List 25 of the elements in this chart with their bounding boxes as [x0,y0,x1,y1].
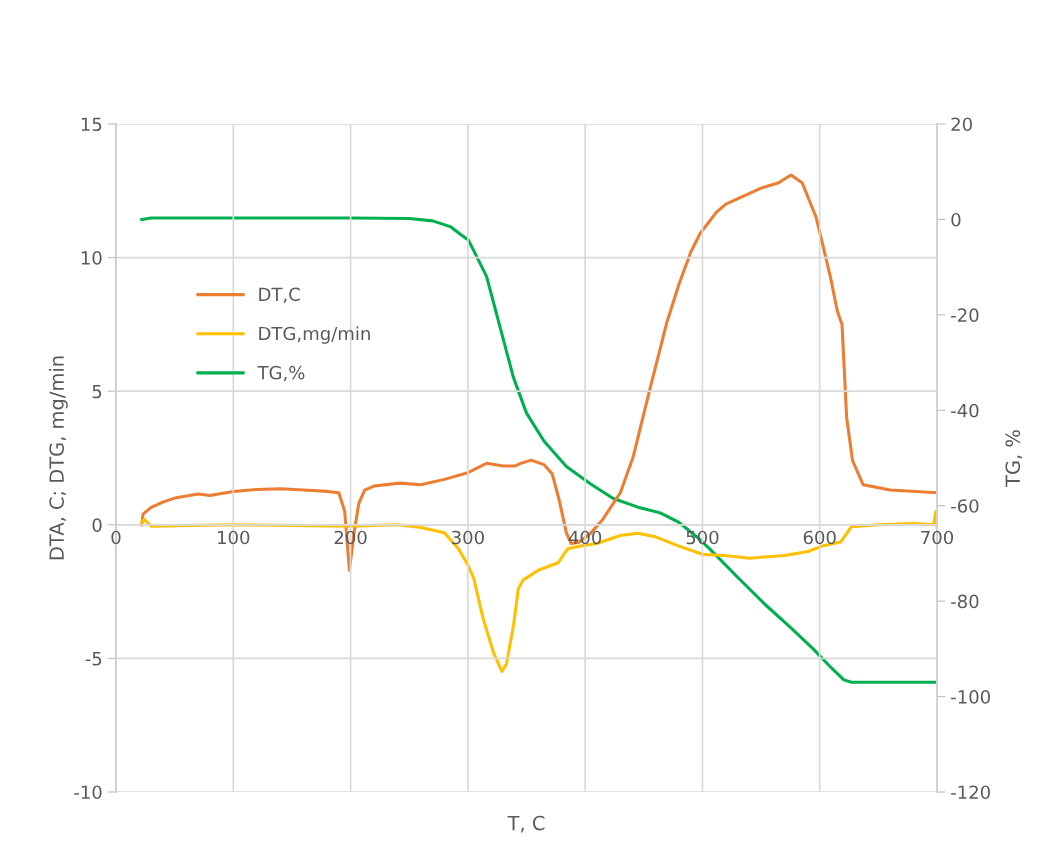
x-axis-title: T, C [507,815,545,833]
x-tick-label: 0 [111,530,121,545]
x-tick-label: 600 [803,530,836,545]
y-tick-label: -5 [85,652,102,666]
y-tick-label: 15 [81,117,102,132]
x-tick-label: 100 [218,530,250,545]
y-axis-title: DTA, C; DTG, mg/min [48,356,68,560]
legend-label: DTG,mg/min [259,326,370,344]
legend-label: TG,% [257,365,305,382]
y2-tick-label: -120 [951,785,990,800]
y2-tick-label: 0 [951,212,961,227]
y-tick-label: -10 [74,785,102,800]
y-tick-label: 0 [92,518,102,532]
x-tick-label: 300 [452,530,484,545]
y2-tick-label: -60 [951,499,979,513]
y-tick-label: 5 [92,384,102,399]
y2-tick-label: -20 [951,308,979,322]
x-tick-label: 700 [921,530,954,545]
y2-tick-label: -80 [951,594,979,609]
y2-tick-label: 20 [951,117,972,132]
y2-axis-title: TG, % [1005,430,1023,487]
y-tick-label: 10 [81,251,102,265]
y2-tick-label: -100 [951,690,990,704]
y2-tick-label: -40 [951,403,979,418]
legend-label: DT,C [259,287,300,304]
